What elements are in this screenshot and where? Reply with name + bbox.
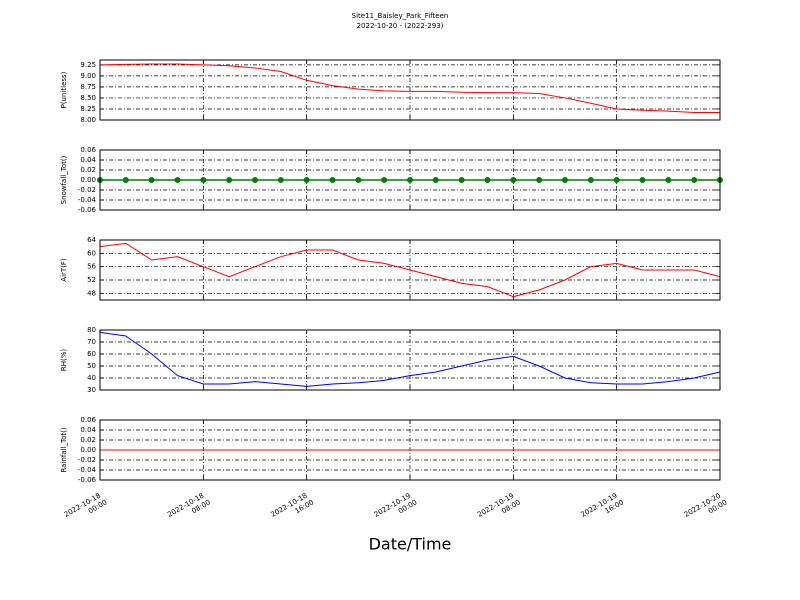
y-tick-label: 0.06: [80, 416, 96, 424]
axes-frame: [99, 419, 721, 481]
x-tick-label: 2022-10-20 00:00: [683, 491, 729, 527]
axes-frame: [99, 329, 721, 391]
axes-frame: [99, 239, 721, 301]
y-axis-label: Snowfall_Tot(): [60, 155, 68, 204]
axes-frame: [99, 149, 721, 211]
data-point: [458, 177, 465, 183]
y-tick-label: 40: [87, 374, 96, 382]
x-axis-label: Date/Time: [369, 535, 452, 554]
y-tick-label: 60: [87, 350, 96, 358]
y-tick-label: -0.06: [78, 476, 97, 484]
y-tick-label: 52: [87, 276, 96, 284]
y-tick-label: 0.04: [80, 156, 96, 164]
y-tick-label: -0.04: [78, 466, 97, 474]
x-tick-label: 2022-10-18 16:00: [270, 491, 316, 527]
data-point: [562, 177, 568, 183]
y-tick-label: 50: [87, 362, 96, 370]
data-point: [613, 177, 620, 183]
axes-frame: [99, 59, 721, 121]
data-point: [381, 177, 388, 183]
data-point: [665, 177, 672, 183]
data-point: [587, 177, 594, 183]
y-tick-label: -0.04: [78, 196, 97, 204]
data-line: [99, 331, 721, 387]
y-axis-label: Rainfall_Tot(): [60, 427, 68, 472]
y-tick-label: 9.25: [80, 61, 96, 69]
data-point: [432, 177, 439, 183]
y-tick-label: 0.06: [80, 146, 96, 154]
data-point: [122, 177, 129, 183]
data-point: [329, 177, 336, 183]
y-tick-label: 8.75: [80, 83, 96, 91]
data-point: [691, 177, 698, 183]
data-point: [277, 177, 284, 183]
data-point: [226, 177, 233, 183]
y-axis-label: RH(%): [60, 349, 68, 372]
y-tick-label: 64: [87, 236, 96, 244]
y-tick-label: 30: [87, 386, 96, 394]
x-tick-label: 2022-10-19 16:00: [580, 491, 626, 527]
y-tick-label: 48: [87, 289, 96, 297]
data-point: [639, 177, 646, 183]
data-point: [484, 177, 491, 183]
data-point: [407, 177, 413, 183]
y-tick-label: 8.00: [80, 116, 96, 124]
y-tick-label: 56: [87, 263, 96, 271]
y-tick-label: -0.02: [78, 456, 96, 464]
y-tick-label: 0.02: [80, 166, 96, 174]
y-tick-label: 60: [87, 249, 96, 257]
data-point: [148, 177, 155, 183]
x-tick-label: 2022-10-19 08:00: [476, 491, 522, 527]
y-tick-label: 0.04: [80, 426, 96, 434]
data-point: [200, 177, 207, 183]
y-tick-label: -0.06: [78, 206, 97, 214]
x-tick-label: 2022-10-18 08:00: [166, 491, 212, 527]
chart-title: Site11_Baisley_Park_Fifteen: [352, 12, 449, 20]
data-point: [510, 177, 517, 183]
y-tick-label: 70: [87, 338, 96, 346]
y-tick-label: 8.50: [80, 94, 96, 102]
y-tick-label: 9.00: [80, 72, 96, 80]
data-line: [99, 63, 720, 113]
data-point: [174, 177, 181, 183]
x-tick-label: 2022-10-18 00:00: [63, 491, 109, 527]
data-point: [303, 177, 310, 183]
y-tick-label: 0.02: [80, 436, 96, 444]
y-tick-label: -0.02: [78, 186, 96, 194]
x-tick-label: 2022-10-19 00:00: [373, 491, 419, 527]
y-tick-label: 0.00: [80, 176, 96, 184]
y-axis-label: AirT(F): [60, 258, 68, 282]
data-line: [99, 242, 721, 298]
y-tick-label: 0.00: [80, 446, 96, 454]
data-point: [355, 177, 362, 183]
y-axis-label: P(unitless): [60, 71, 68, 108]
y-tick-label: 80: [87, 326, 96, 334]
data-point: [536, 177, 543, 183]
data-point: [252, 177, 258, 183]
chart-subtitle: 2022-10-20 - (2022-293): [357, 22, 444, 30]
y-tick-label: 8.25: [80, 105, 96, 113]
